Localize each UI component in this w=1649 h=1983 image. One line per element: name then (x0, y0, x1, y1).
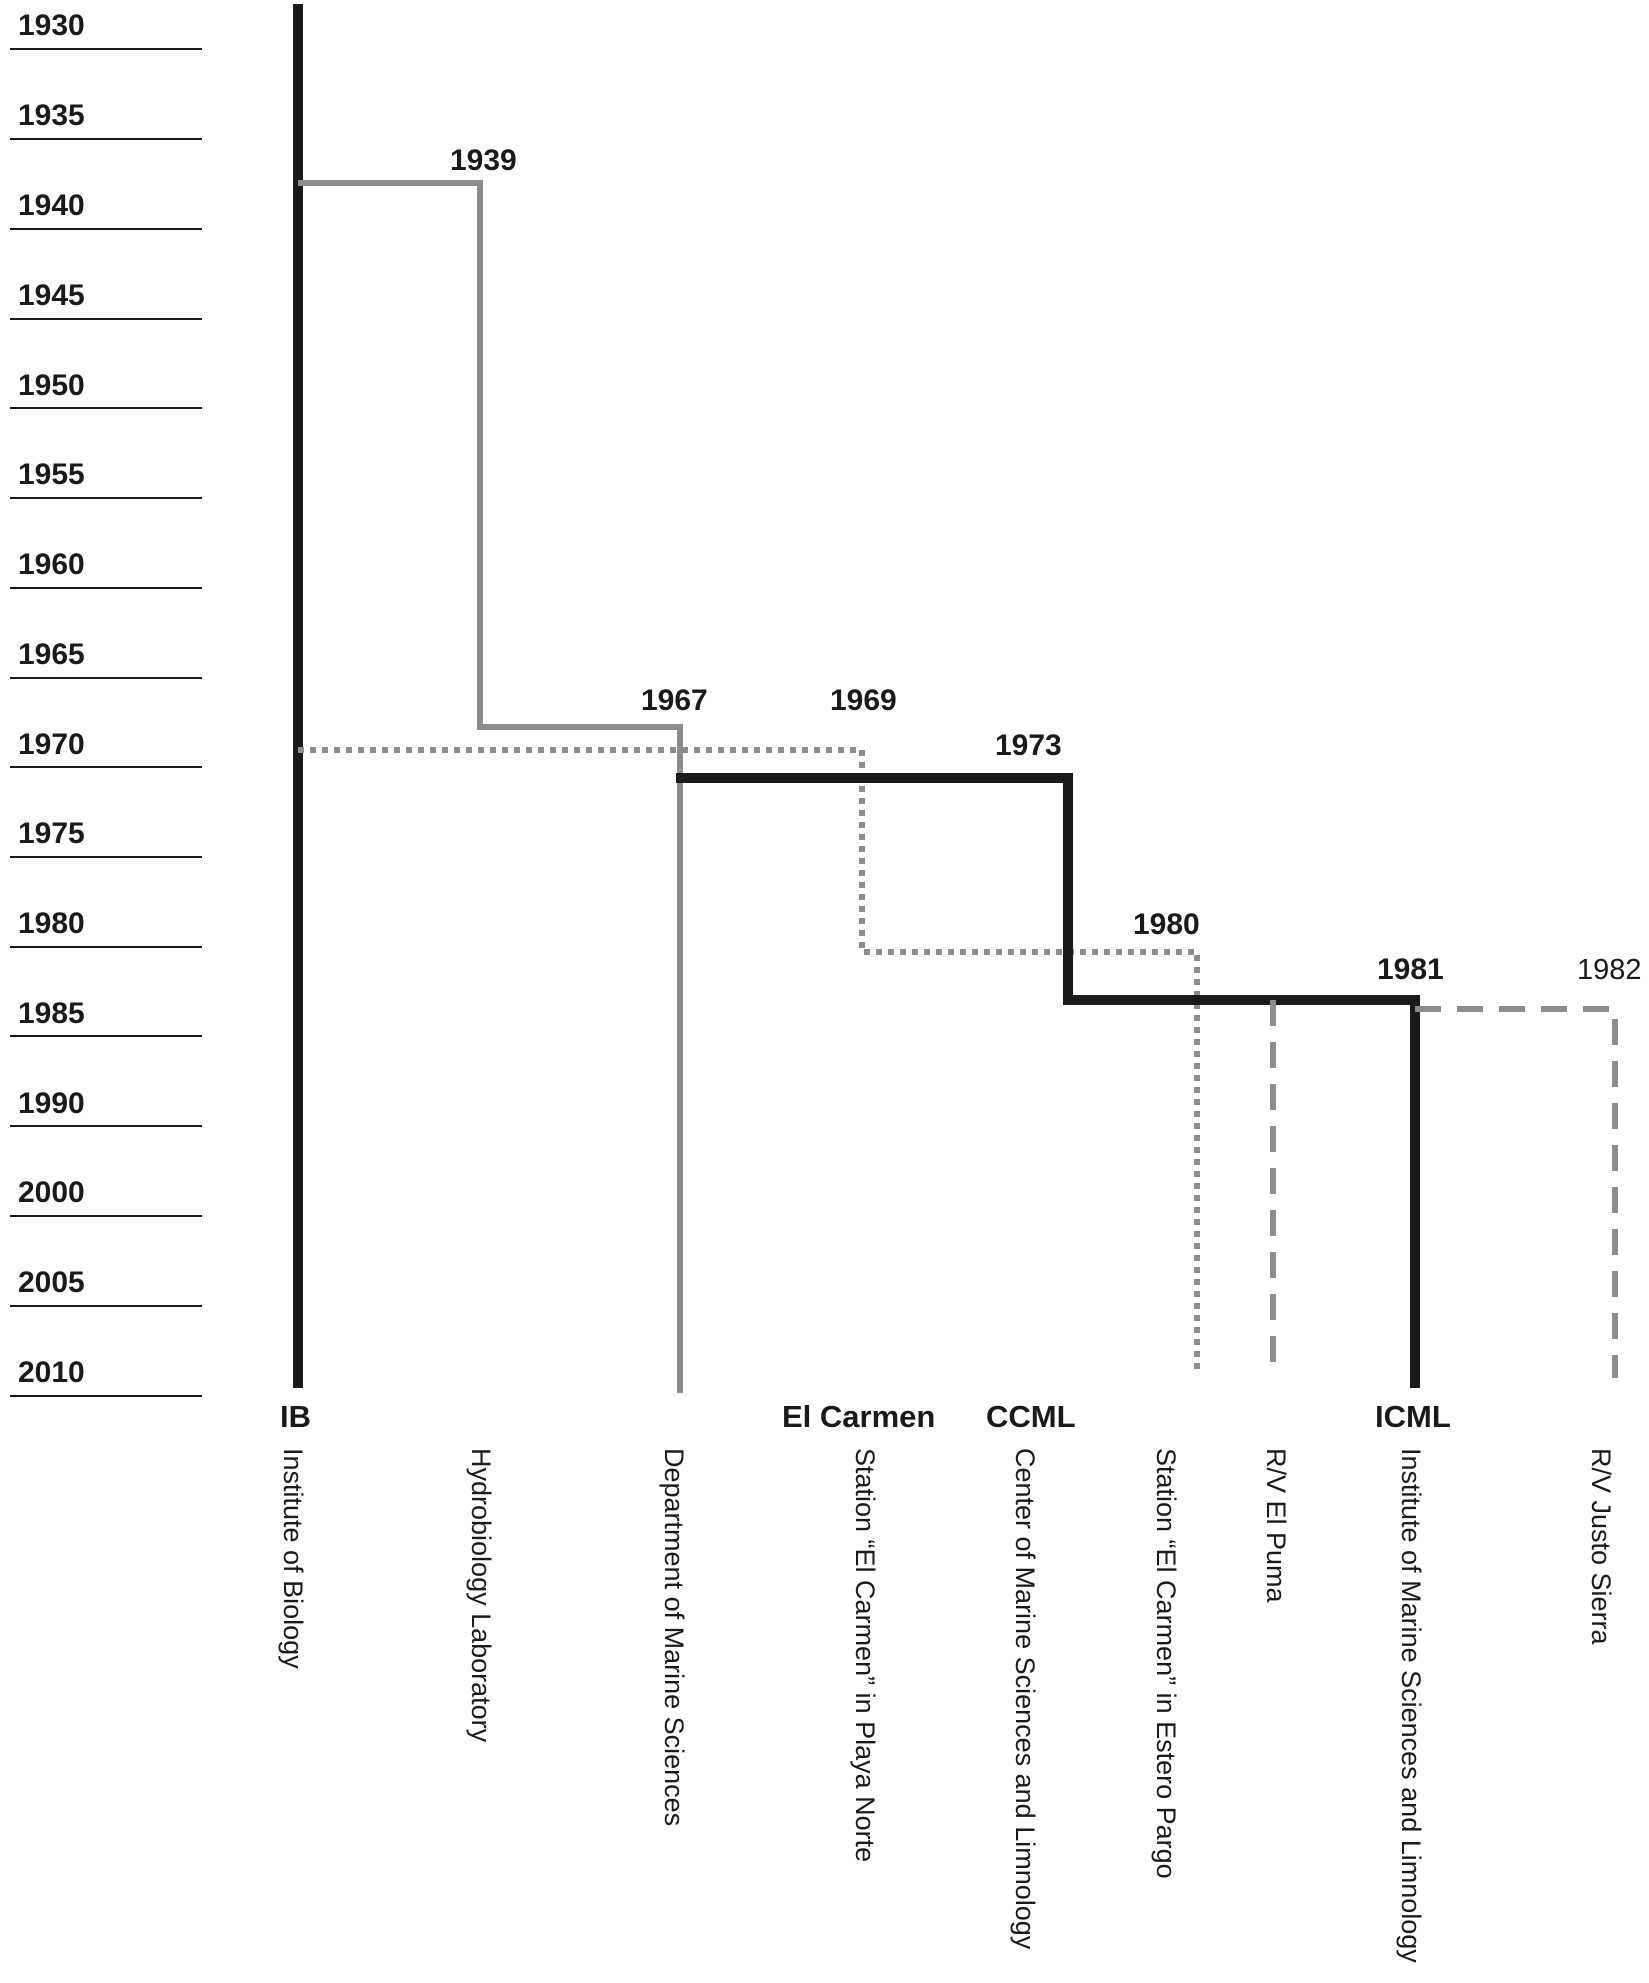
institution-name-rv-justo-sierra: R/V Justo Sierra (1586, 1448, 1616, 1646)
institution-name-center-marine-sciences: Center of Marine Sciences and Limnology (1010, 1448, 1040, 1950)
year-tick-1960: 1960 (10, 548, 202, 589)
year-label: 1945 (18, 279, 85, 312)
year-tick-2005: 2005 (10, 1266, 202, 1307)
event-year-1980: 1980 (1133, 908, 1200, 941)
event-year-1939: 1939 (450, 144, 517, 177)
hydrobiology-laboratory-line (298, 180, 680, 730)
year-label: 1985 (18, 997, 85, 1030)
year-label: 2005 (18, 1266, 85, 1299)
year-tick-1930: 1930 (10, 9, 202, 50)
abbreviations: IB El Carmen CCML ICML (280, 1399, 1451, 1434)
year-tick-1955: 1955 (10, 458, 202, 499)
event-year-1973: 1973 (995, 729, 1062, 762)
year-tick-1975: 1975 (10, 817, 202, 858)
institution-name-rv-el-puma: R/V El Puma (1261, 1448, 1291, 1604)
year-label: 1980 (18, 907, 85, 940)
institution-names: Institute of Biology Hydrobiology Labora… (278, 1448, 1616, 1963)
event-year-1969: 1969 (830, 684, 897, 717)
year-label: 1930 (18, 9, 85, 42)
year-tick-1990: 1990 (10, 1087, 202, 1127)
institution-name-department-of-marine-sciences: Department of Marine Sciences (659, 1448, 689, 1826)
event-year-1981: 1981 (1377, 953, 1444, 986)
event-year-1982: 1982 (1577, 954, 1642, 986)
year-tick-1940: 1940 (10, 189, 202, 230)
abbr-ccml: CCML (986, 1399, 1076, 1434)
year-tick-1970: 1970 (10, 728, 202, 768)
year-tick-1945: 1945 (10, 279, 202, 320)
ccml-icml-line (676, 773, 1420, 1388)
year-tick-2010: 2010 (10, 1356, 202, 1397)
year-tick-1980: 1980 (10, 907, 202, 948)
year-tick-1985: 1985 (10, 997, 202, 1037)
year-label: 1960 (18, 548, 85, 581)
institution-name-station-playa-norte: Station “El Carmen” in Playa Norte (850, 1448, 880, 1862)
event-years: 1939 1967 1969 1973 1980 1981 1982 (450, 144, 1642, 986)
abbr-icml: ICML (1375, 1399, 1451, 1434)
year-tick-1950: 1950 (10, 369, 202, 409)
institution-name-institute-of-biology: Institute of Biology (278, 1448, 308, 1669)
year-label: 1955 (18, 458, 85, 491)
year-label: 1935 (18, 99, 85, 132)
year-tick-1965: 1965 (10, 638, 202, 679)
abbr-el-carmen: El Carmen (782, 1399, 935, 1434)
institution-name-institute-marine-sciences: Institute of Marine Sciences and Limnolo… (1396, 1448, 1426, 1963)
abbr-ib: IB (280, 1399, 311, 1434)
year-label: 1950 (18, 369, 85, 402)
year-label: 2000 (18, 1176, 85, 1209)
year-label: 1940 (18, 189, 85, 222)
event-year-1967: 1967 (641, 684, 708, 717)
year-tick-1935: 1935 (10, 99, 202, 140)
year-label: 1990 (18, 1087, 85, 1120)
station-playa-norte-line (298, 747, 1200, 1375)
institution-name-station-estero-pargo: Station “El Carmen” in Estero Pargo (1151, 1448, 1181, 1879)
year-label: 1965 (18, 638, 85, 671)
institution-name-hydrobiology-laboratory: Hydrobiology Laboratory (466, 1448, 496, 1743)
year-label: 1970 (18, 728, 85, 761)
year-tick-2000: 2000 (10, 1176, 202, 1217)
year-axis: 1930 1935 1940 1945 1950 1955 1960 1965 (10, 9, 202, 1397)
rv-justo-sierra-line (1415, 1006, 1618, 1378)
year-label: 1975 (18, 817, 85, 850)
year-label: 2010 (18, 1356, 85, 1389)
